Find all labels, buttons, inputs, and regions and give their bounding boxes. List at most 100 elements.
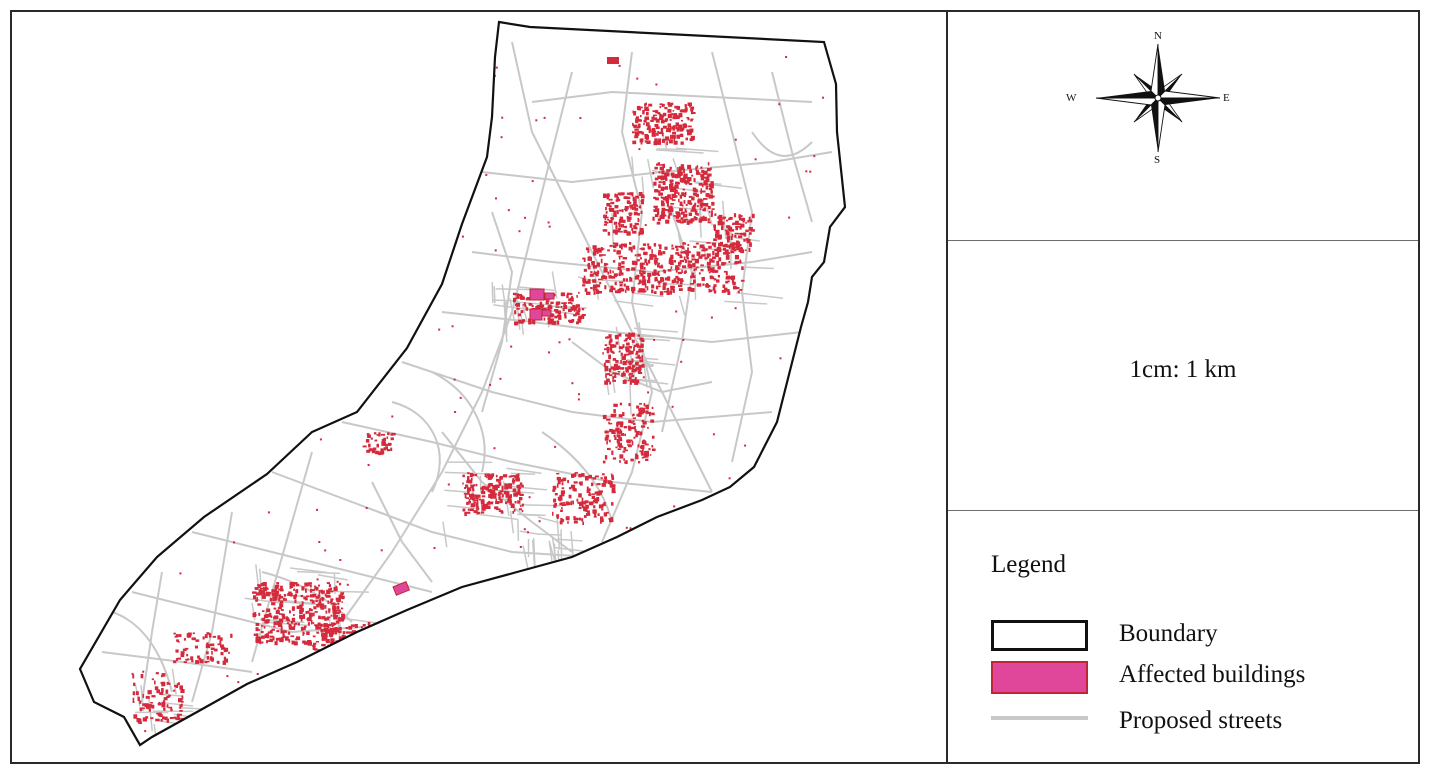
affected-building: [654, 189, 659, 193]
affected-building: [707, 218, 710, 222]
affected-building: [623, 283, 626, 287]
affected-building: [681, 119, 683, 122]
affected-building: [728, 477, 731, 480]
affected-building: [674, 105, 679, 109]
affected-building: [638, 130, 643, 134]
affected-building: [296, 589, 299, 592]
affected-building: [633, 201, 637, 206]
affected-building: [662, 201, 665, 204]
affected-building: [600, 258, 603, 264]
affected-building: [746, 237, 749, 241]
affected-building: [390, 447, 393, 451]
affected-building: [345, 627, 349, 629]
affected-building: [528, 496, 531, 499]
affected-building: [630, 439, 633, 442]
affected-building: [667, 113, 672, 119]
affected-building: [333, 615, 338, 620]
affected-building: [611, 474, 614, 478]
affected-building: [266, 592, 270, 597]
affected-building: [378, 432, 381, 437]
affected-building: [651, 249, 653, 254]
affected-building: [512, 480, 515, 485]
affected-building: [705, 248, 708, 251]
affected-building: [366, 433, 370, 436]
affected-building: [221, 647, 226, 650]
affected-building: [376, 644, 379, 649]
affected-building: [642, 243, 647, 246]
affected-building: [710, 181, 714, 186]
affected-building: [688, 552, 691, 555]
affected-building: [623, 372, 626, 377]
affected-building: [631, 286, 636, 292]
affected-building: [498, 510, 503, 512]
proposed-street: [541, 431, 613, 523]
affected-building: [362, 650, 365, 654]
affected-building: [733, 243, 738, 246]
affected-building: [173, 632, 176, 635]
affected-building: [651, 254, 657, 258]
affected-building: [690, 275, 693, 279]
affected-building: [394, 645, 398, 650]
affected-building: [641, 131, 644, 135]
affected-building: [578, 292, 580, 294]
affected-building: [380, 448, 384, 452]
affected-building: [653, 209, 658, 212]
affected-building: [606, 511, 609, 514]
affected-building: [640, 452, 644, 456]
affected-building: [628, 419, 632, 423]
affected-building: [210, 163, 213, 166]
affected-building: [332, 608, 335, 612]
proposed-street: [556, 538, 583, 542]
affected-building: [367, 651, 370, 655]
affected-building: [705, 203, 709, 207]
affected-building: [223, 647, 229, 652]
affected-building: [628, 349, 631, 352]
affected-building: [652, 608, 655, 611]
affected-building: [666, 290, 669, 293]
affected-building: [655, 110, 659, 114]
affected-building: [626, 231, 631, 236]
affected-building: [206, 656, 210, 660]
affected-building: [713, 242, 716, 248]
affected-building: [575, 304, 580, 308]
affected-building: [626, 192, 632, 195]
affected-building: [179, 572, 182, 575]
affected-building: [257, 636, 262, 641]
affected-building: [614, 281, 617, 286]
affected-building: [701, 183, 704, 188]
affected-building: [182, 378, 185, 381]
affected-building: [676, 115, 680, 119]
affected-building: [641, 355, 643, 360]
affected-building: [669, 290, 672, 295]
affected-building: [166, 682, 171, 685]
affected-building: [701, 277, 705, 281]
affected-building: [473, 501, 477, 504]
affected-building: [295, 582, 298, 585]
affected-building: [620, 243, 625, 247]
affected-building: [212, 635, 217, 638]
affected-building: [407, 166, 409, 169]
affected-building: [642, 275, 646, 280]
affected-building: [737, 223, 741, 226]
affected-building: [582, 521, 584, 525]
affected-building: [610, 473, 613, 476]
affected-building: [562, 477, 567, 482]
scale-cell: 1cm: 1 km: [948, 241, 1418, 511]
affected-building: [462, 474, 465, 478]
affected-building: [649, 253, 654, 257]
affected-building: [489, 502, 494, 505]
affected-building: [536, 306, 539, 309]
affected-building: [696, 205, 699, 208]
affected-building: [396, 647, 402, 651]
affected-building: [735, 240, 739, 245]
affected-building: [358, 651, 361, 654]
affected-building: [268, 612, 272, 618]
affected-building: [809, 170, 812, 173]
affected-building: [538, 734, 541, 737]
affected-building: [610, 366, 615, 370]
affected-building: [632, 420, 635, 423]
affected-building: [174, 635, 178, 638]
affected-building: [678, 198, 680, 203]
affected-building: [336, 606, 340, 610]
affected-building: [618, 272, 621, 277]
